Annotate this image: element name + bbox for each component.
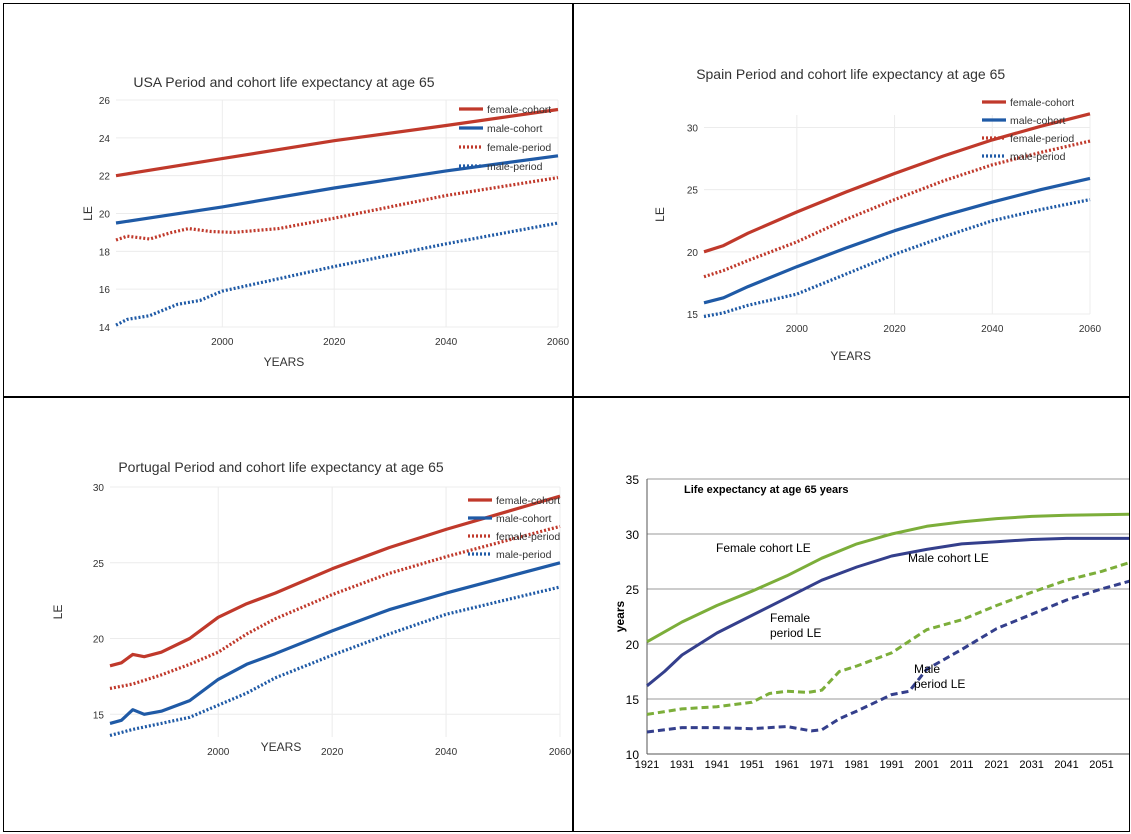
series-line-female-cohort — [703, 112, 1091, 254]
legend-label-male-period: male-period — [487, 161, 543, 173]
y-tick-label: 25 — [93, 559, 105, 570]
x-tick-label: 2020 — [883, 324, 906, 335]
life-expectancy-chart: 10 15 20 25 30 35 1921 1931 1941 1951 1961 1971 1981… — [613, 473, 1129, 771]
y-tick-label: 35 — [626, 473, 640, 487]
x-tick-label: 1971 — [810, 759, 834, 771]
series-line-male-period — [109, 585, 561, 738]
y-tick-label: 25 — [687, 186, 699, 197]
y-tick-label: 30 — [93, 483, 105, 494]
legend-label-female-cohort: female-cohort — [487, 104, 551, 116]
x-axis-label: YEARS — [264, 355, 305, 369]
x-tick-label: 2020 — [321, 747, 344, 758]
series-line-male-period-le — [646, 579, 1129, 734]
x-tick-label: 2060 — [549, 747, 572, 758]
x-axis-label: YEARS — [830, 349, 871, 363]
divider-horizontal — [3, 396, 1130, 398]
y-tick-label: 24 — [99, 134, 111, 145]
chart-title: Life expectancy at age 65 years — [684, 484, 848, 496]
x-tick-label: 2000 — [211, 337, 234, 348]
x-tick-label: 1981 — [845, 759, 869, 771]
series-label-female-cohort-le: Female cohort LE — [716, 541, 811, 555]
x-tick-label: 1941 — [705, 759, 729, 771]
y-tick-label: 30 — [626, 528, 640, 542]
series-label-female-period-le: Female — [770, 611, 810, 625]
series-line-female-cohort — [109, 494, 561, 668]
x-tick-label: 2041 — [1054, 759, 1078, 771]
series-line-male-period — [115, 221, 559, 327]
x-tick-label: 2031 — [1019, 759, 1043, 771]
y-tick-label: 20 — [93, 635, 105, 646]
series-line-female-cohort — [115, 107, 559, 178]
x-tick-label: 2040 — [981, 324, 1004, 335]
y-tick-label: 30 — [687, 123, 699, 134]
y-tick-label: 14 — [99, 323, 111, 334]
y-axis-label: years — [613, 600, 627, 632]
chart-title: Spain Period and cohort life expectancy … — [696, 66, 1005, 82]
x-tick-label: 2060 — [547, 337, 570, 348]
divider-vertical — [572, 3, 574, 832]
y-axis-label: LE — [653, 207, 667, 222]
y-tick-label: 16 — [99, 285, 111, 296]
legend-label-male-cohort: male-cohort — [496, 513, 552, 525]
series-line-female-period — [703, 139, 1091, 279]
series-label-male-period-le: period LE — [914, 677, 965, 691]
y-tick-label: 20 — [99, 210, 111, 221]
usa-chart: 14 16 18 20 22 24 26 2000 2020 2040 2060 USA Period… — [81, 74, 570, 369]
y-tick-label: 10 — [626, 748, 640, 762]
series-line-female-period — [115, 176, 559, 242]
series-line-female-cohort-le — [646, 512, 1129, 644]
legend-label-female-cohort: female-cohort — [496, 495, 560, 507]
y-tick-label: 15 — [626, 693, 640, 707]
x-tick-label: 1961 — [775, 759, 799, 771]
legend-label-female-cohort: female-cohort — [1010, 97, 1074, 109]
x-tick-label: 2040 — [435, 747, 458, 758]
chart-title: USA Period and cohort life expectancy at… — [133, 74, 434, 90]
spain-chart: 15 20 25 30 2000 2020 2040 2060 Spain Period and… — [653, 66, 1102, 363]
x-tick-label: 1921 — [635, 759, 659, 771]
series-line-male-cohort-le — [646, 536, 1129, 687]
x-tick-label: 2001 — [914, 759, 938, 771]
legend-label-male-cohort: male-cohort — [1010, 115, 1066, 127]
x-tick-label: 1991 — [880, 759, 904, 771]
legend-label-male-cohort: male-cohort — [487, 123, 543, 135]
series-label-male-cohort-le: Male cohort LE — [908, 551, 989, 565]
series-line-female-period — [109, 524, 561, 691]
y-tick-label: 15 — [93, 710, 105, 721]
y-tick-label: 18 — [99, 247, 111, 258]
x-tick-label: 2011 — [950, 759, 974, 771]
legend-label-male-period: male-period — [1010, 151, 1066, 163]
chart-title: Portugal Period and cohort life expectan… — [118, 459, 444, 475]
series-label-female-period-le: period LE — [770, 626, 821, 640]
series-label-male-period-le: Male — [914, 662, 940, 676]
x-axis-label: YEARS — [261, 740, 302, 754]
y-tick-label: 15 — [687, 310, 699, 321]
y-tick-label: 20 — [626, 638, 640, 652]
y-axis-label: LE — [51, 605, 65, 620]
legend-label-male-period: male-period — [496, 549, 552, 561]
legend-label-female-period: female-period — [1010, 133, 1074, 145]
x-tick-label: 2000 — [207, 747, 230, 758]
series-line-male-period — [703, 198, 1091, 319]
legend-label-female-period: female-period — [487, 142, 551, 154]
series-line-female-period-le — [646, 561, 1129, 716]
series-line-male-cohort — [109, 561, 561, 725]
portugal-chart: 15 20 25 30 2000 2020 2040 2060 Portugal Period … — [51, 459, 572, 758]
series-line-male-cohort — [115, 154, 559, 225]
y-tick-label: 25 — [626, 583, 640, 597]
x-tick-label: 1951 — [740, 759, 764, 771]
series-line-male-cohort — [703, 176, 1091, 305]
x-tick-label: 2020 — [323, 337, 346, 348]
x-tick-label: 2040 — [435, 337, 458, 348]
legend-label-female-period: female-period — [496, 531, 560, 543]
y-tick-label: 26 — [99, 96, 111, 107]
y-axis-label: LE — [81, 206, 95, 221]
x-tick-label: 2000 — [786, 324, 809, 335]
y-tick-label: 20 — [687, 248, 699, 259]
x-tick-label: 2051 — [1089, 759, 1113, 771]
y-tick-label: 22 — [99, 172, 111, 183]
x-tick-label: 2021 — [984, 759, 1008, 771]
outer-frame — [3, 3, 1130, 832]
x-tick-label: 2060 — [1079, 324, 1102, 335]
x-tick-label: 1931 — [670, 759, 694, 771]
